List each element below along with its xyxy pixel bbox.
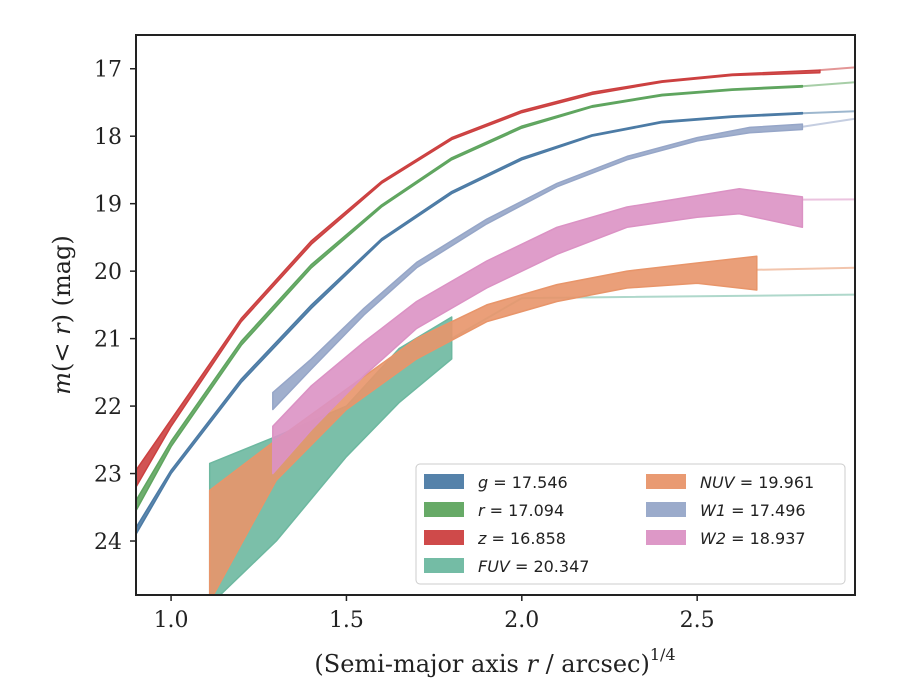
legend-value: = 19.961	[735, 473, 815, 492]
legend-swatch-r	[424, 502, 464, 517]
legend-var: z	[477, 529, 487, 548]
legend-swatch-w2	[646, 530, 686, 545]
series-extrapolation-w1	[802, 117, 855, 128]
series-band-z	[136, 69, 821, 488]
plot-frame	[135, 34, 856, 596]
y-axis-label-post: ) (mag)	[48, 235, 76, 323]
legend-var: r	[478, 501, 486, 520]
legend-var: W2	[700, 529, 726, 548]
legend-swatch-z	[424, 530, 464, 545]
legend-var: FUV	[478, 557, 511, 576]
y-axis-label-var1: m	[48, 372, 76, 395]
x-tick-label: 1.5	[329, 608, 364, 633]
series-band-w2	[272, 188, 804, 475]
legend-value: = 16.858	[486, 529, 566, 548]
x-tick-label: 1.0	[154, 608, 189, 633]
y-tick-label: 17	[94, 58, 122, 83]
legend-box	[415, 463, 846, 585]
legend-label-nuv: NUV = 19.961	[700, 473, 814, 492]
x-axis-ticks: 1.0 1.5 2.0 2.5	[154, 595, 715, 633]
y-axis-label-var2: r	[48, 322, 76, 335]
legend-label-g: g = 17.546	[478, 473, 568, 492]
legend-var: W1	[700, 501, 726, 520]
y-tick-label: 18	[94, 125, 122, 150]
y-tick-label: 20	[94, 260, 122, 285]
legend-swatch-fuv	[424, 558, 464, 573]
x-axis-label-pre: (Semi-major axis	[314, 650, 526, 678]
x-tick-label: 2.5	[680, 608, 715, 633]
legend-var: NUV	[700, 473, 736, 492]
legend-value: = 20.347	[510, 557, 590, 576]
series-extrapolation-r	[802, 81, 855, 88]
series-extrapolation-g	[802, 110, 855, 115]
legend-value: = 18.937	[726, 529, 806, 548]
legend-label-r: r = 17.094	[478, 501, 564, 520]
series-band-nuv	[208, 255, 758, 595]
x-tick-label: 2.0	[504, 608, 539, 633]
legend-swatch-nuv	[646, 474, 686, 489]
legend-swatch-w1	[646, 502, 686, 517]
series-band-r	[136, 84, 804, 512]
y-tick-label: 22	[94, 395, 122, 420]
legend-var: g	[478, 473, 488, 492]
series-band-g	[136, 111, 804, 536]
y-axis-ticks: 17 18 19 20 21 22 23 24	[94, 58, 136, 555]
series-band-w1	[272, 123, 804, 411]
y-axis-label-mid: (<	[48, 335, 76, 372]
x-axis-label-var: r	[526, 650, 539, 678]
series-extrapolation-z	[819, 66, 855, 72]
series-extrapolation-nuv	[756, 266, 855, 271]
legend-swatch-g	[424, 474, 464, 489]
legend-label-fuv: FUV = 20.347	[478, 557, 589, 576]
y-tick-label: 21	[94, 328, 122, 353]
legend-value: = 17.496	[726, 501, 806, 520]
legend-label-z: z = 16.858	[477, 529, 566, 548]
y-tick-label: 19	[94, 193, 122, 218]
x-axis-label-sup: 1/4	[650, 645, 676, 664]
y-tick-label: 24	[94, 530, 122, 555]
legend-label-w1: W1 = 17.496	[700, 501, 806, 520]
x-axis-label-post: / arcsec)	[538, 650, 650, 678]
legend-value: = 17.094	[485, 501, 565, 520]
legend-label-w2: W2 = 18.937	[700, 529, 806, 548]
legend-value: = 17.546	[488, 473, 568, 492]
x-axis-label: (Semi-major axis r / arcsec)1/4	[314, 645, 675, 678]
y-axis-label: m(< r) (mag)	[48, 235, 76, 395]
series-bands	[136, 69, 821, 595]
y-tick-label: 23	[94, 463, 122, 488]
